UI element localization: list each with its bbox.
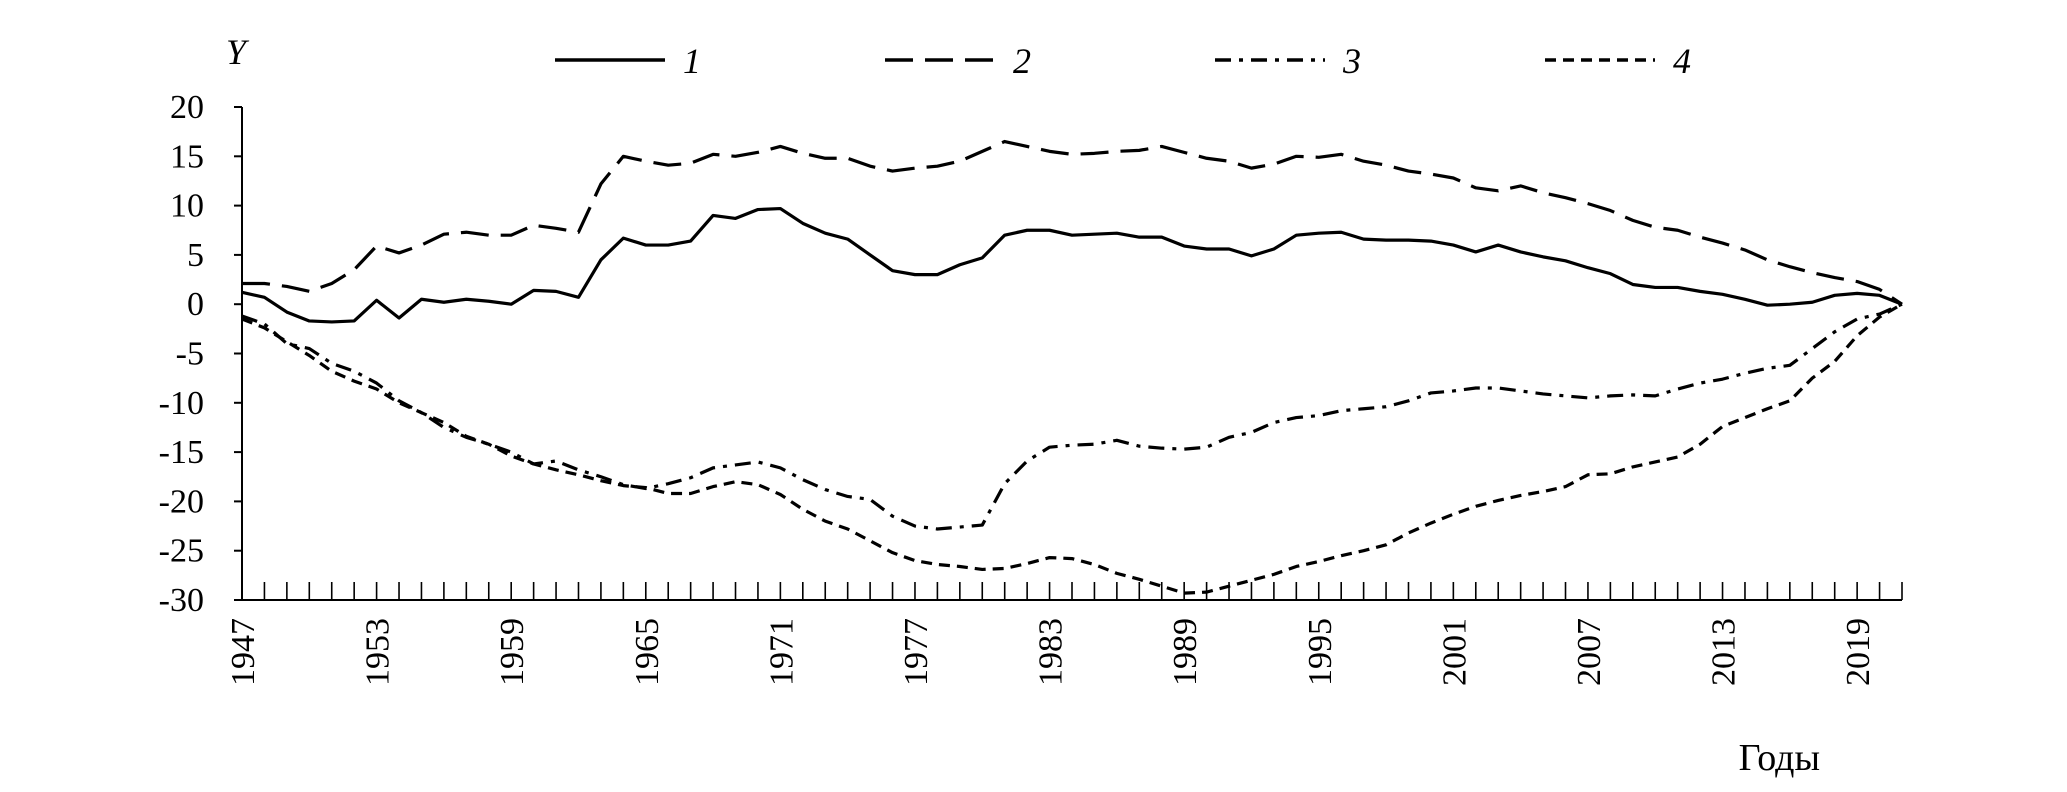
x-tick-label: 1953 <box>360 618 397 686</box>
y-tick-label: -25 <box>159 533 204 570</box>
y-tick-label: -20 <box>159 483 204 520</box>
x-tick-label: 2007 <box>1571 618 1608 686</box>
x-tick-label: 2001 <box>1436 618 1473 686</box>
x-tick-label: 1983 <box>1033 618 1070 686</box>
x-tick-label: 1965 <box>629 618 666 686</box>
legend-label-3: 3 <box>1342 41 1361 81</box>
y-tick-label: 5 <box>187 237 204 274</box>
x-tick-label: 1989 <box>1167 618 1204 686</box>
series-line-3 <box>241 302 1903 531</box>
legend-label-2: 2 <box>1013 41 1031 81</box>
y-tick-label: 0 <box>187 286 204 323</box>
x-tick-label: 2013 <box>1706 618 1743 686</box>
series-layer <box>241 139 1903 595</box>
y-tick-label: -15 <box>159 434 204 471</box>
x-tick-label: 1977 <box>898 618 935 686</box>
x-tick-label: 1959 <box>494 618 531 686</box>
y-tick-label: -5 <box>176 336 204 373</box>
axes-layer: 20 15 10 5 0 -5 -10 -15 -20 -25 -30 1947 1953 1959 196… <box>159 89 1903 686</box>
series-line-1 <box>241 206 1903 324</box>
legend-label-4: 4 <box>1673 41 1691 81</box>
x-tick-label: 1995 <box>1302 618 1339 686</box>
series-line-2 <box>242 139 1903 306</box>
y-axis-label: Y <box>226 32 250 72</box>
x-axis-label: Годы <box>1739 737 1820 779</box>
y-tick-label: 10 <box>170 188 204 225</box>
x-tick-label: 1947 <box>225 618 262 686</box>
y-tick-label: 20 <box>170 89 204 126</box>
y-tick-label: -10 <box>159 385 204 422</box>
series-line-4 <box>241 302 1903 595</box>
x-tick-label: 1971 <box>763 618 800 686</box>
legend: 1 2 3 4 <box>555 41 1691 81</box>
x-tick-label: 2019 <box>1840 618 1877 686</box>
legend-label-1: 1 <box>683 41 701 81</box>
y-tick-label: -30 <box>159 582 204 619</box>
y-tick-label: 15 <box>170 138 204 175</box>
